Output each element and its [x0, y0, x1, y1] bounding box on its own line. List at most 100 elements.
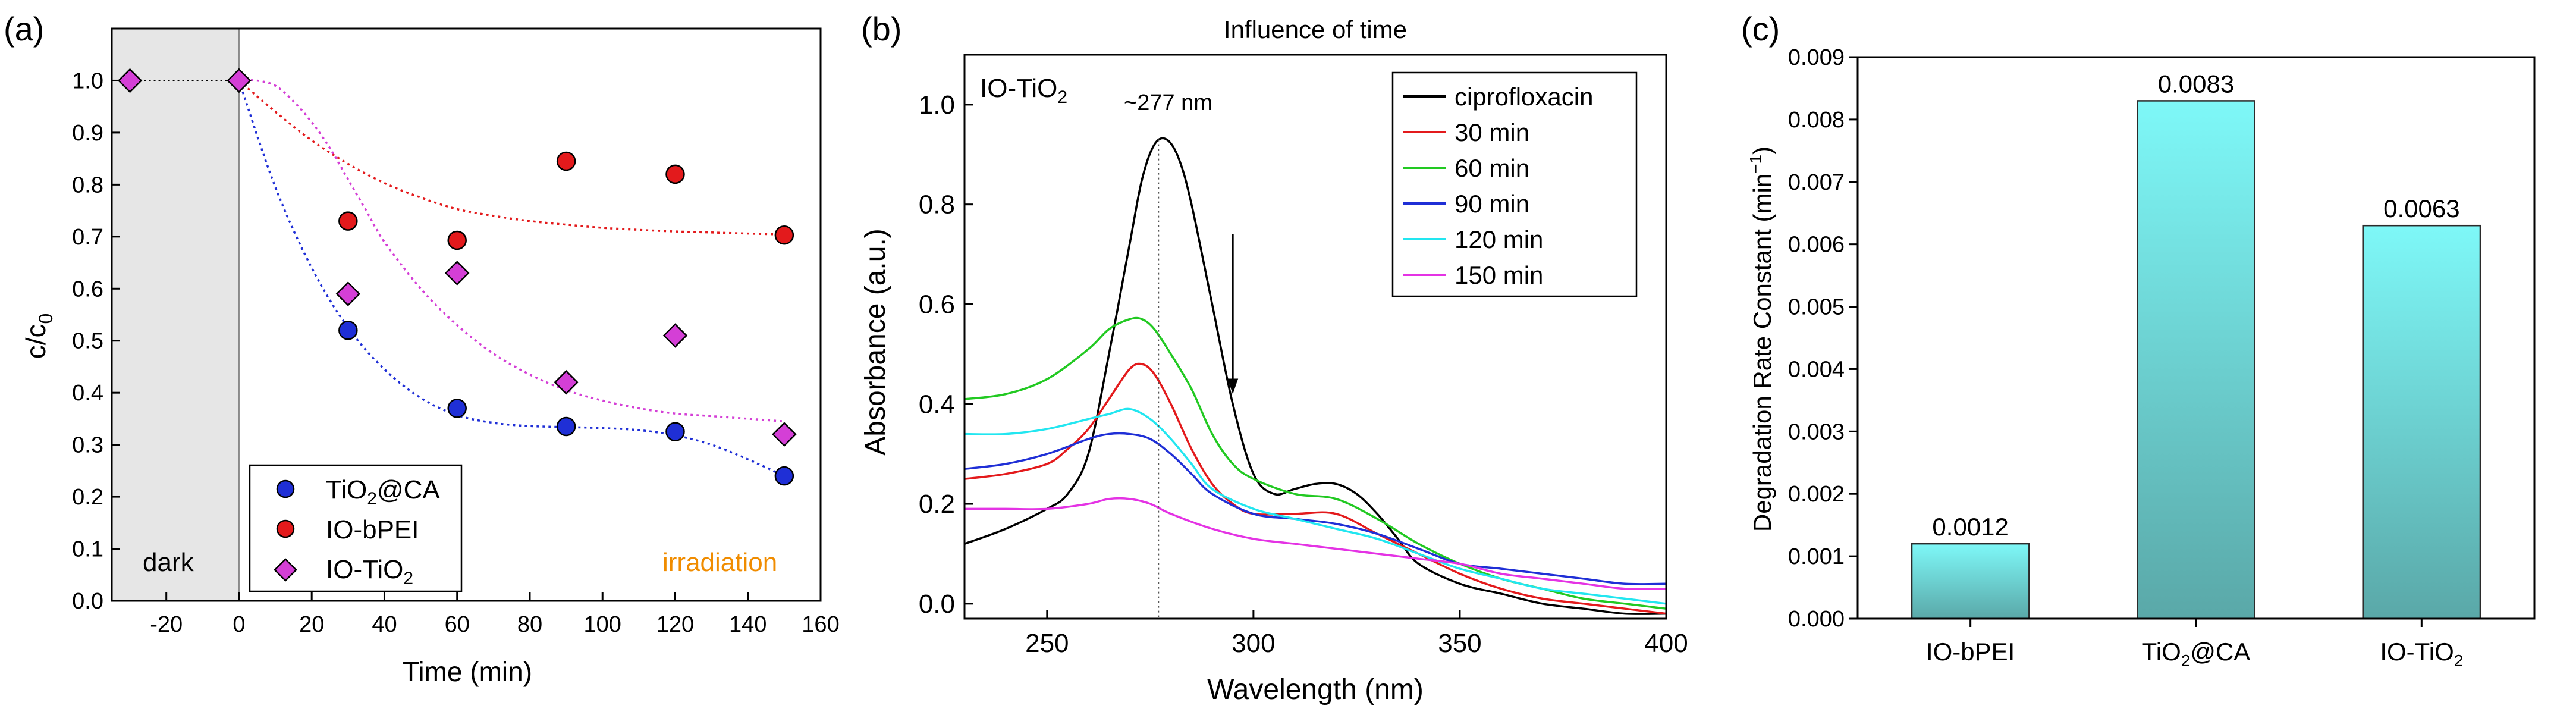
- panel-b-y-tick-label: 1.0: [919, 90, 955, 120]
- panel-a-x-tick-label: 80: [517, 612, 542, 637]
- panel-a-point-io-tio2: [444, 261, 470, 286]
- panel-b-legend: ciprofloxacin 30 min 60 min 90 min 120 min 15…: [1391, 71, 1638, 297]
- panel-c-y-tick-label: 0.008: [1788, 108, 1845, 133]
- panel-a-x-tick-label: 160: [802, 612, 839, 637]
- panel-a-markers: [117, 68, 797, 486]
- legend-marker-tio2-ca: [276, 479, 295, 498]
- panel-b-x-axis: 250 300 350 400: [1025, 610, 1688, 658]
- panel-a-x-tick-label: 40: [372, 612, 397, 637]
- panel-b-line-ciprofloxacin: [964, 137, 1667, 615]
- panel-b-x-tick-label: 350: [1438, 629, 1481, 658]
- panel-a-y-tick-label: 0.8: [72, 173, 103, 197]
- panel-c-category-label: TiO2@CA: [2142, 638, 2251, 670]
- panel-c-y-label: Degradation Rate Constant (min−1): [1746, 146, 1776, 532]
- panel-c-label: (c): [1741, 10, 1780, 48]
- panel-a-irradiation-annotation: irradiation: [662, 548, 777, 577]
- panel-c-bar-tio2-ca: [2137, 100, 2255, 620]
- panel-a-point-tio2-ca: [447, 399, 467, 418]
- panel-a-point-io-bpei: [338, 211, 358, 231]
- panel-b-plot-frame: [963, 54, 1667, 620]
- panel-c-y-tick-label: 0.007: [1788, 170, 1845, 195]
- panel-a-y-tick-label: 0.7: [72, 225, 103, 250]
- panel-a-x-tick-label: -20: [150, 612, 183, 637]
- panel-a-point-io-tio2: [554, 369, 579, 395]
- panel-b-y-tick-label: 0.0: [919, 590, 955, 619]
- panel-a-fit-curves: [130, 79, 785, 477]
- panel-c-value-label: 0.0063: [2383, 195, 2459, 222]
- panel-a-point-tio2-ca: [665, 422, 685, 442]
- panel-b-x-tick-label: 250: [1025, 629, 1069, 658]
- panel-c-y-tick-label: 0.003: [1788, 419, 1845, 444]
- panel-c-bar-io-tio2: [2362, 224, 2481, 620]
- panel-c-y-axis: 0.000 0.001 0.002 0.003 0.004 0.005 0.006 0.007…: [1788, 45, 1858, 632]
- panel-c-bar-io-bpei: [1911, 543, 2030, 620]
- panel-a-y-tick-label: 0.1: [72, 537, 103, 562]
- panel-c-y-tick-label: 0.006: [1788, 233, 1845, 258]
- panel-b-x-tick-label: 300: [1232, 629, 1275, 658]
- panel-b-line-90-min: [964, 432, 1667, 585]
- panel-b-y-axis: 0.0 0.2 0.4 0.6 0.8 1.0: [919, 90, 973, 619]
- panel-c-y-tick-label: 0.001: [1788, 544, 1845, 569]
- panel-b-line-60-min: [964, 316, 1667, 610]
- panel-c-y-tick-label: 0.000: [1788, 607, 1845, 632]
- panel-b-title: Influence of time: [1224, 15, 1407, 43]
- legend-marker-io-bpei: [276, 519, 295, 538]
- panel-a-x-label: Time (min): [403, 656, 532, 687]
- panel-b-legend-items: ciprofloxacin 30 min 60 min 90 min 120 min 15…: [1403, 83, 1593, 289]
- panel-a-x-tick-label: 60: [445, 612, 470, 637]
- panel-b-line-150-min: [965, 497, 1667, 591]
- panel-c-category-label: IO-TiO2: [2380, 638, 2463, 670]
- panel-b-inset-label: IO-TiO2: [980, 74, 1067, 107]
- legend-marker-io-tio2: [274, 558, 297, 582]
- panel-b-chart: (b) Influence of time 250 300 350 400 0.00.…: [860, 10, 1688, 706]
- panel-b-label: (b): [861, 10, 901, 48]
- panel-a-fit-io-bpei: [238, 80, 784, 236]
- panel-b-legend-label-30-min: 30 min: [1455, 118, 1529, 146]
- panel-c-y-tick-label: 0.002: [1788, 482, 1845, 507]
- panel-a-point-io-tio2: [662, 323, 688, 348]
- panel-b-arrow-head: [1227, 378, 1239, 394]
- panel-c-y-tick-label: 0.004: [1788, 357, 1845, 382]
- panel-a-point-tio2-ca: [774, 466, 794, 486]
- panel-a-fit-io-tio2: [238, 79, 785, 423]
- panel-a-y-tick-label: 0.6: [72, 277, 103, 302]
- panel-a-dark-region: [112, 29, 239, 601]
- panel-c-bars: 0.0012 0.0083 0.0063: [1911, 70, 2481, 620]
- panel-a-y-tick-label: 0.4: [72, 381, 103, 406]
- panel-a-label: (a): [4, 10, 44, 48]
- panel-c-x-axis: IO-bPEI TiO2@CA IO-TiO2: [1926, 619, 2463, 670]
- panel-a-point-io-bpei: [556, 151, 576, 171]
- panel-b-arrow: [1227, 234, 1239, 394]
- panel-b-peak-label: ~277 nm: [1124, 90, 1212, 115]
- panel-b-x-tick-label: 400: [1644, 629, 1688, 658]
- panel-a-y-label: c/c0: [20, 313, 56, 359]
- panel-b-spectra: [964, 137, 1667, 615]
- panel-a-x-axis: -20 0 20 40 60 80 100 120 140 160: [150, 592, 840, 637]
- panel-b-legend-box: [1391, 71, 1638, 297]
- legend-label-tio2-ca: TiO2@CA: [326, 475, 440, 509]
- panel-a-fit-tio2-ca: [238, 80, 785, 477]
- panel-b-legend-label-150-min: 150 min: [1455, 261, 1543, 289]
- panel-c-y-tick-label: 0.009: [1788, 45, 1845, 70]
- panel-a-y-tick-label: 0.0: [72, 589, 103, 614]
- panel-a-x-tick-label: 20: [299, 612, 324, 637]
- panel-a-point-tio2-ca: [338, 320, 358, 340]
- panel-c-category-label: IO-bPEI: [1926, 638, 2015, 666]
- panel-a-y-tick-label: 0.9: [72, 121, 103, 146]
- legend-label-io-tio2: IO-TiO2: [326, 555, 413, 588]
- panel-a-y-tick-label: 0.2: [72, 485, 103, 510]
- panel-a-dark-annotation: dark: [143, 548, 194, 577]
- panel-a-point-dark: [227, 68, 252, 93]
- panel-a-point-io-bpei: [447, 230, 467, 250]
- panel-b-line-120-min: [964, 407, 1667, 605]
- panel-a-y-axis: 0.0 0.1 0.2 0.3 0.4 0.5 0.6 0.7 0.8 0.9 1.0: [72, 68, 120, 614]
- panel-b-legend-label-90-min: 90 min: [1455, 190, 1529, 218]
- panel-a-x-tick-label: 100: [584, 612, 621, 637]
- panel-a-point-dark: [117, 68, 143, 93]
- panel-a-point-tio2-ca: [556, 416, 576, 437]
- panel-a-point-io-tio2: [772, 422, 797, 447]
- panel-b-y-tick-label: 0.4: [919, 390, 955, 419]
- panel-c-y-tick-label: 0.005: [1788, 295, 1845, 320]
- panel-a-y-tick-label: 0.5: [72, 329, 103, 354]
